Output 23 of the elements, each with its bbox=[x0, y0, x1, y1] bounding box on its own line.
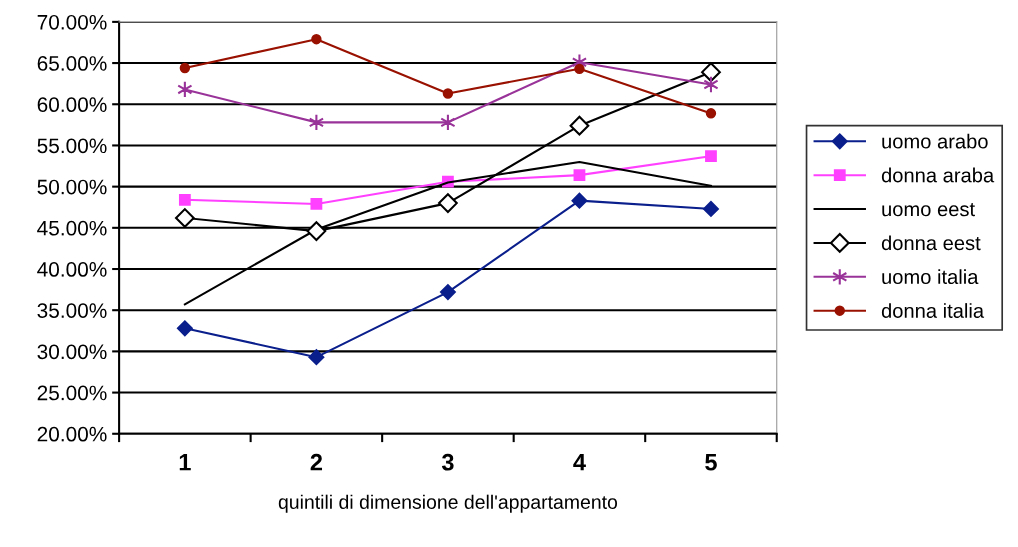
legend-label: donna eest bbox=[881, 235, 981, 251]
x-tick-label: 3 bbox=[441, 453, 454, 471]
y-tick-label: 40.00% bbox=[37, 262, 107, 277]
y-tick-label: 65.00% bbox=[37, 56, 107, 71]
legend-label: donna araba bbox=[881, 167, 995, 183]
y-tick-label: 60.00% bbox=[37, 97, 107, 113]
y-tick-label: 70.00% bbox=[37, 14, 107, 30]
legend-label: uomo arabo bbox=[882, 133, 988, 149]
x-tick-label: 5 bbox=[705, 454, 717, 471]
y-tick-label: 20.00% bbox=[37, 426, 107, 442]
legend-label: donna italia bbox=[881, 303, 985, 318]
x-tick-label: 4 bbox=[573, 454, 586, 471]
legend-label: uomo italia bbox=[882, 269, 979, 285]
y-tick-label: 45.00% bbox=[37, 220, 107, 236]
y-tick-label: 30.00% bbox=[37, 344, 107, 360]
x-tick-label: 1 bbox=[179, 454, 191, 471]
x-tick-label: 2 bbox=[310, 453, 323, 471]
y-tick-label: 50.00% bbox=[37, 179, 107, 195]
y-tick-label: 35.00% bbox=[37, 303, 107, 318]
y-tick-label: 55.00% bbox=[37, 138, 107, 154]
x-axis-title: quintili di dimensione dell'appartamento bbox=[278, 494, 618, 513]
y-tick-label: 25.00% bbox=[37, 385, 107, 401]
legend-label: uomo eest bbox=[882, 203, 975, 217]
